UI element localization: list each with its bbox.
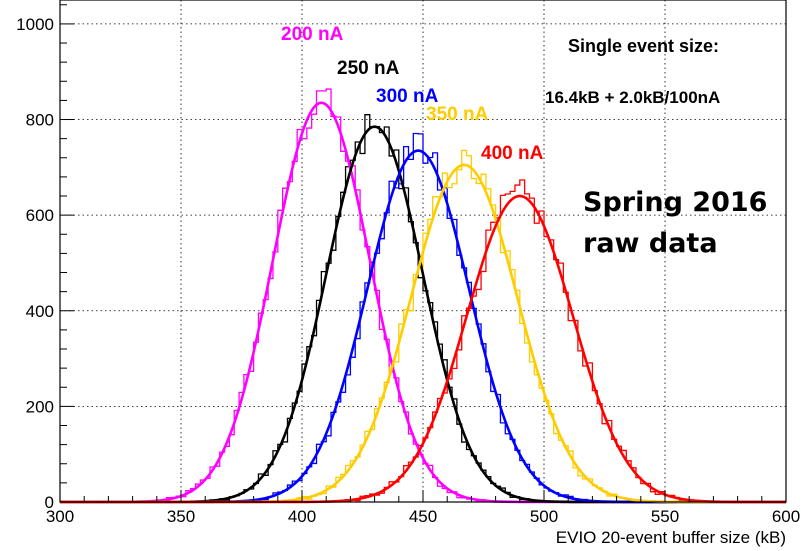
x-axis-label: EVIO 20-event buffer size (kB) <box>556 528 786 547</box>
x-tick-label: 350 <box>167 507 195 526</box>
series-labels: 200 nA 250 nA 300 nA 350 nA 400 nA <box>281 24 544 164</box>
y-tick-label: 1000 <box>16 15 54 34</box>
y-tick-label: 400 <box>26 302 54 321</box>
x-tick-label: 600 <box>772 507 800 526</box>
y-tick-label: 600 <box>26 206 54 225</box>
series-label-400: 400 nA <box>481 143 544 164</box>
y-tick-label: 200 <box>26 397 54 416</box>
event-size-title: Single event size: <box>568 36 719 56</box>
series-label-200: 200 nA <box>281 24 344 45</box>
dataset-label-line1: Spring 2016 <box>583 187 767 218</box>
series-label-250: 250 nA <box>337 58 400 79</box>
x-tick-label: 450 <box>409 507 437 526</box>
x-tick-label: 400 <box>288 507 316 526</box>
y-tick-label: 800 <box>26 111 54 130</box>
axis-ticks: 300 350 400 450 500 550 600 0 200 400 600 800 1000 <box>16 4 800 526</box>
event-size-formula: 16.4kB + 2.0kB/100nA <box>545 88 720 107</box>
x-tick-label: 300 <box>46 507 74 526</box>
x-tick-label: 500 <box>530 507 558 526</box>
dataset-label-line2: raw data <box>583 228 718 259</box>
y-tick-label: 0 <box>45 493 54 512</box>
series-label-300: 300 nA <box>376 86 439 107</box>
series-label-350: 350 nA <box>426 104 489 125</box>
x-tick-label: 550 <box>651 507 679 526</box>
